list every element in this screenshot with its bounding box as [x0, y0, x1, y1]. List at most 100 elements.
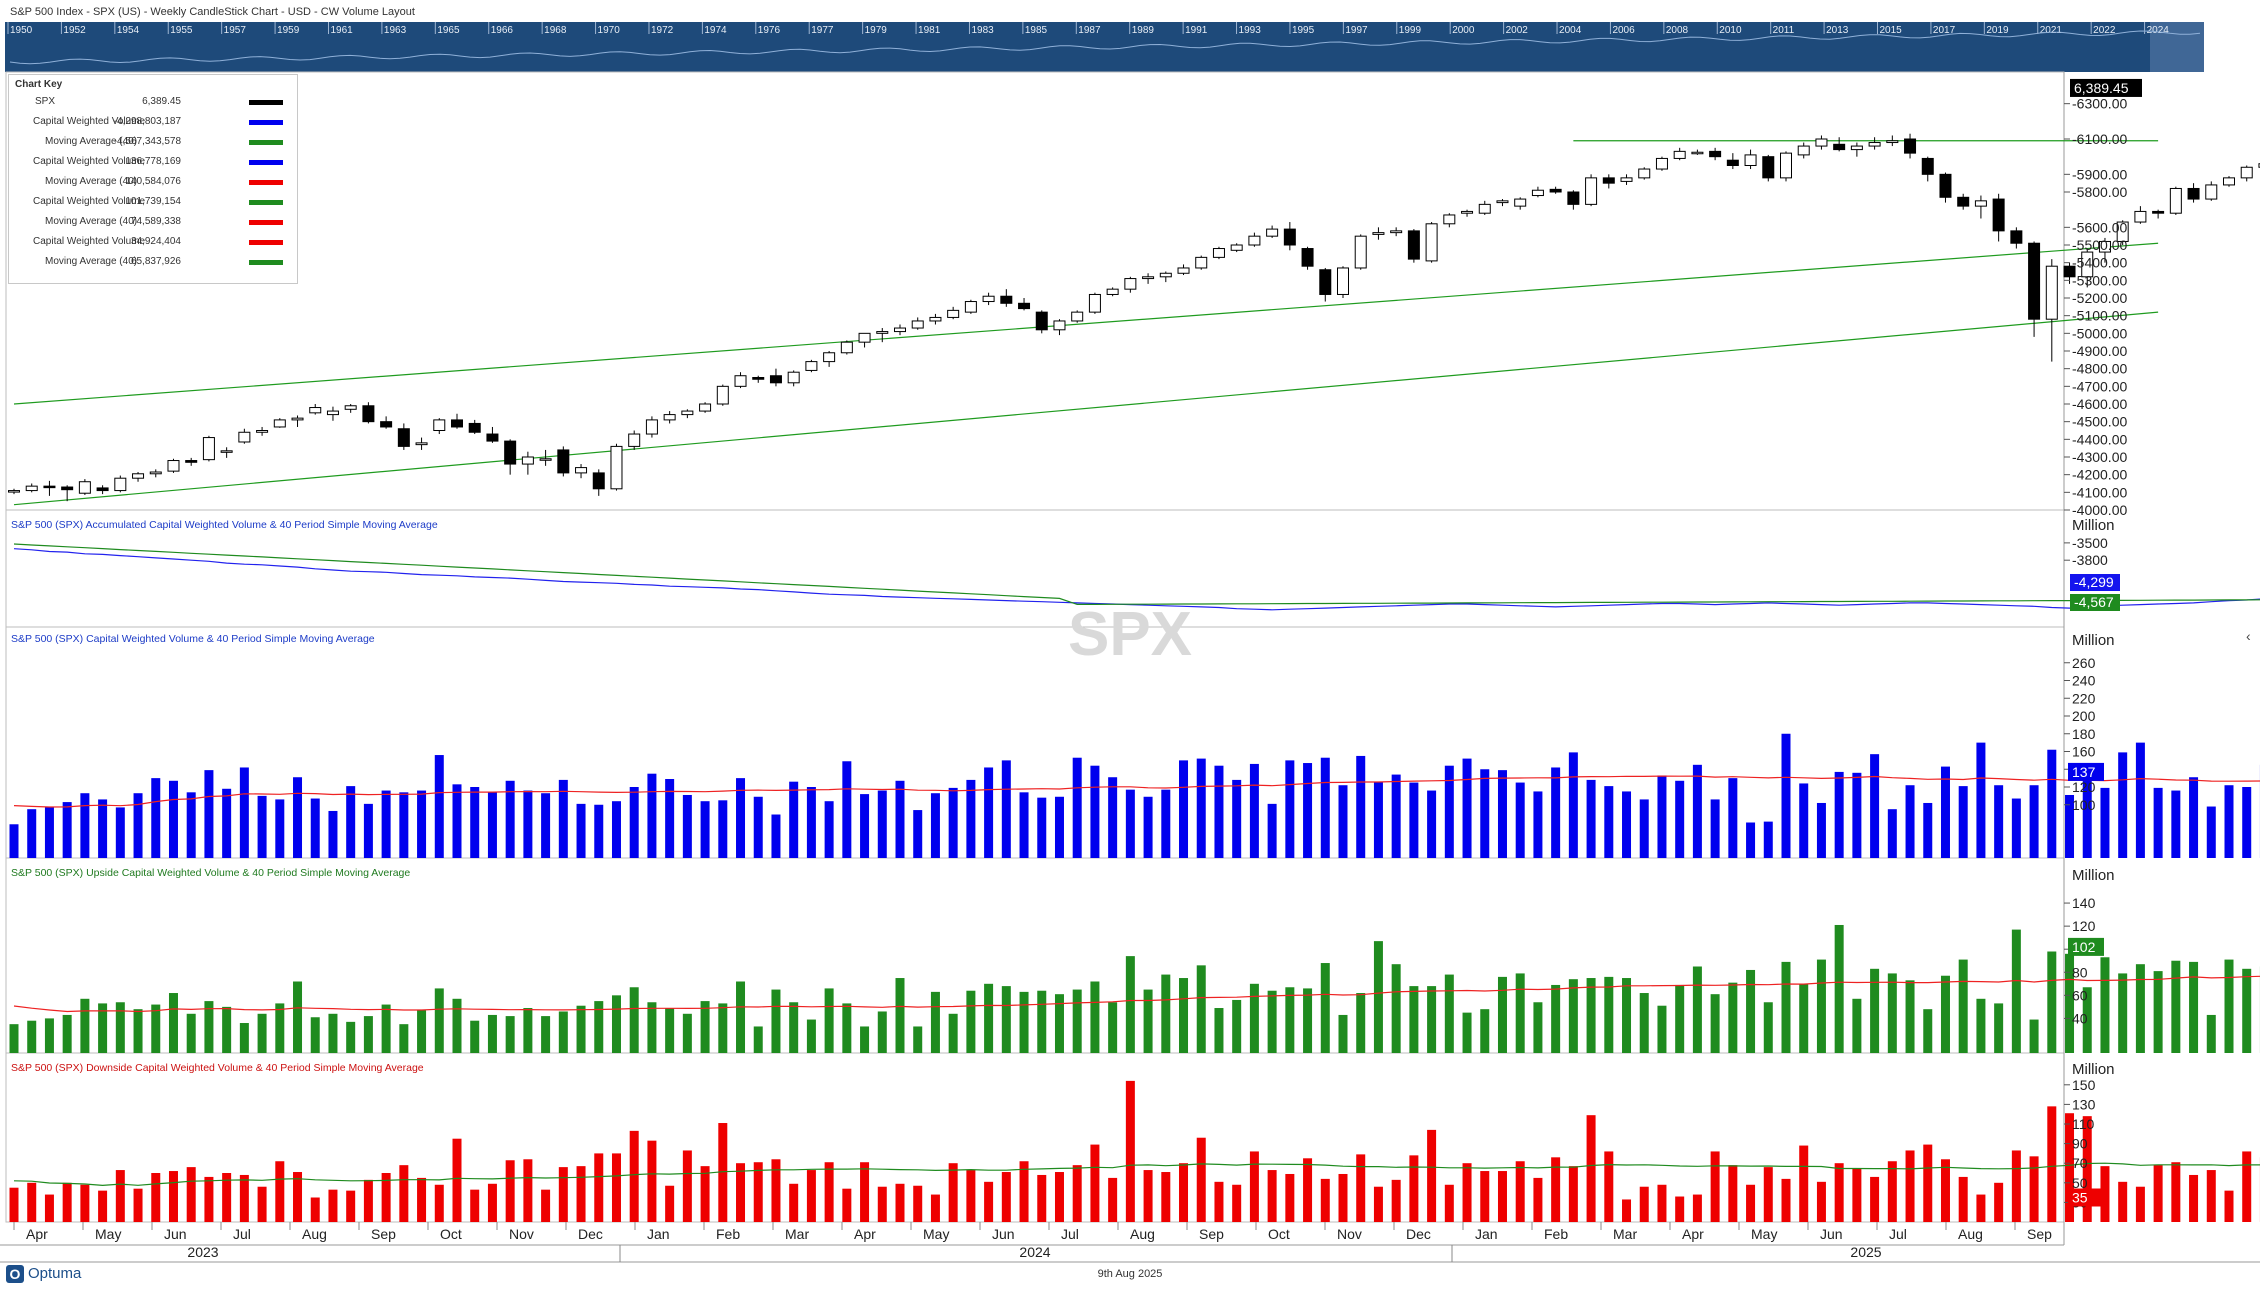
volume-bar	[258, 1187, 267, 1222]
volume-bar	[1782, 734, 1791, 858]
volume-bar	[1657, 1006, 1666, 1053]
volume-bar	[1870, 1177, 1879, 1222]
volume-tick-label: 150	[2072, 1077, 2096, 1093]
volume-bar	[204, 1177, 213, 1222]
volume-bar	[1356, 993, 1365, 1053]
volume-last-label: 102	[2072, 939, 2096, 955]
volume-bar	[1463, 759, 1472, 858]
volume-bar	[311, 1017, 320, 1053]
volume-tick-label: 220	[2072, 690, 2096, 706]
volume-bar	[1569, 752, 1578, 858]
volume-bar	[417, 1178, 426, 1222]
navigator-year-label: 1966	[491, 25, 514, 36]
volume-tick-label: 110	[2072, 1116, 2095, 1132]
volume-bar	[594, 1153, 603, 1222]
volume-bar	[984, 767, 993, 858]
volume-bar	[27, 809, 36, 858]
candle-body	[1054, 321, 1065, 330]
candle-body	[859, 333, 870, 342]
candle-body	[1798, 146, 1809, 155]
volume-bar	[2207, 1015, 2216, 1053]
volume-bar	[1498, 770, 1507, 858]
volume-bar	[328, 811, 337, 858]
volume-bar	[1782, 1179, 1791, 1222]
volume-bar	[577, 1166, 586, 1222]
candle-body	[363, 406, 374, 422]
candle-body	[1231, 245, 1242, 250]
month-label: Sep	[2027, 1226, 2052, 1242]
candle-body	[2224, 178, 2235, 185]
unit-label-accumulated: Million	[2072, 517, 2115, 534]
chart-key-row[interactable]: Moving Average (40)65,837,926	[9, 252, 297, 272]
volume-bar	[1126, 956, 1135, 1053]
volume-bar	[1835, 1163, 1844, 1222]
volume-bar	[860, 1162, 869, 1222]
volume-bar	[417, 791, 426, 858]
volume-bar	[169, 993, 178, 1053]
volume-bar	[825, 988, 834, 1053]
volume-bar	[470, 1021, 479, 1053]
chart-key-value: 6,389.45	[142, 96, 181, 107]
volume-bar	[825, 1162, 834, 1222]
volume-bar	[1746, 970, 1755, 1053]
collapse-panel-icon[interactable]: ‹	[2246, 628, 2251, 644]
navigator-year-label: 1981	[918, 25, 941, 36]
volume-bar	[1675, 985, 1684, 1053]
navigator-year-label: 1968	[544, 25, 567, 36]
volume-bar	[1941, 767, 1950, 858]
volume-bar	[151, 1005, 160, 1053]
volume-bar	[1374, 1187, 1383, 1222]
candle-body	[1781, 153, 1792, 178]
volume-bar	[896, 781, 905, 858]
volume-bar	[1090, 981, 1099, 1053]
volume-bar	[399, 1024, 408, 1053]
volume-bar	[1197, 759, 1206, 858]
navigator-year-label: 1970	[598, 25, 621, 36]
volume-bar	[1214, 1182, 1223, 1222]
chart-key-row[interactable]: Moving Average (40)140,584,076	[9, 172, 297, 192]
chart-key-row[interactable]: Capital Weighted Volume-4,298,803,187	[9, 112, 297, 132]
navigator-year-label: 1987	[1078, 25, 1101, 36]
volume-bar	[2171, 961, 2180, 1053]
candle-body	[806, 362, 817, 371]
chart-key-swatch	[249, 100, 283, 105]
volume-bar	[612, 801, 621, 858]
volume-bar	[2030, 1156, 2039, 1222]
navigator-year-label: 2021	[2040, 25, 2063, 36]
candle-body	[1338, 268, 1349, 295]
chart-key-row[interactable]: Moving Average (40)74,589,338	[9, 212, 297, 232]
volume-bar	[966, 780, 975, 858]
volume-bar	[1728, 778, 1737, 858]
chart-key-value: 101,739,154	[125, 196, 181, 207]
candle-body	[1993, 199, 2004, 231]
volume-bar	[1392, 1180, 1401, 1222]
month-label: Sep	[371, 1226, 396, 1242]
volume-bar	[1551, 985, 1560, 1053]
candle-body	[1940, 174, 1951, 197]
last-price-label: 6,389.45	[2074, 80, 2129, 96]
volume-bar	[2136, 1187, 2145, 1222]
chart-key-row[interactable]: Moving Average (40)-4,567,343,578	[9, 132, 297, 152]
volume-bar	[453, 784, 462, 858]
volume-bar	[1197, 1138, 1206, 1222]
candle-body	[1213, 249, 1224, 258]
candle-body	[1019, 303, 1030, 308]
volume-bar	[1037, 1175, 1046, 1222]
volume-bar	[63, 1183, 72, 1222]
month-label: May	[1751, 1226, 1777, 1242]
candle-body	[1143, 277, 1154, 279]
volume-bar	[1268, 991, 1277, 1053]
volume-bar	[506, 1016, 515, 1053]
volume-bar	[1976, 1195, 1985, 1222]
volume-bar	[665, 1008, 674, 1053]
volume-bar	[435, 1185, 444, 1222]
navigator-year-label: 1989	[1132, 25, 1155, 36]
volume-bar	[1711, 799, 1720, 858]
candle-body	[1603, 178, 1614, 183]
